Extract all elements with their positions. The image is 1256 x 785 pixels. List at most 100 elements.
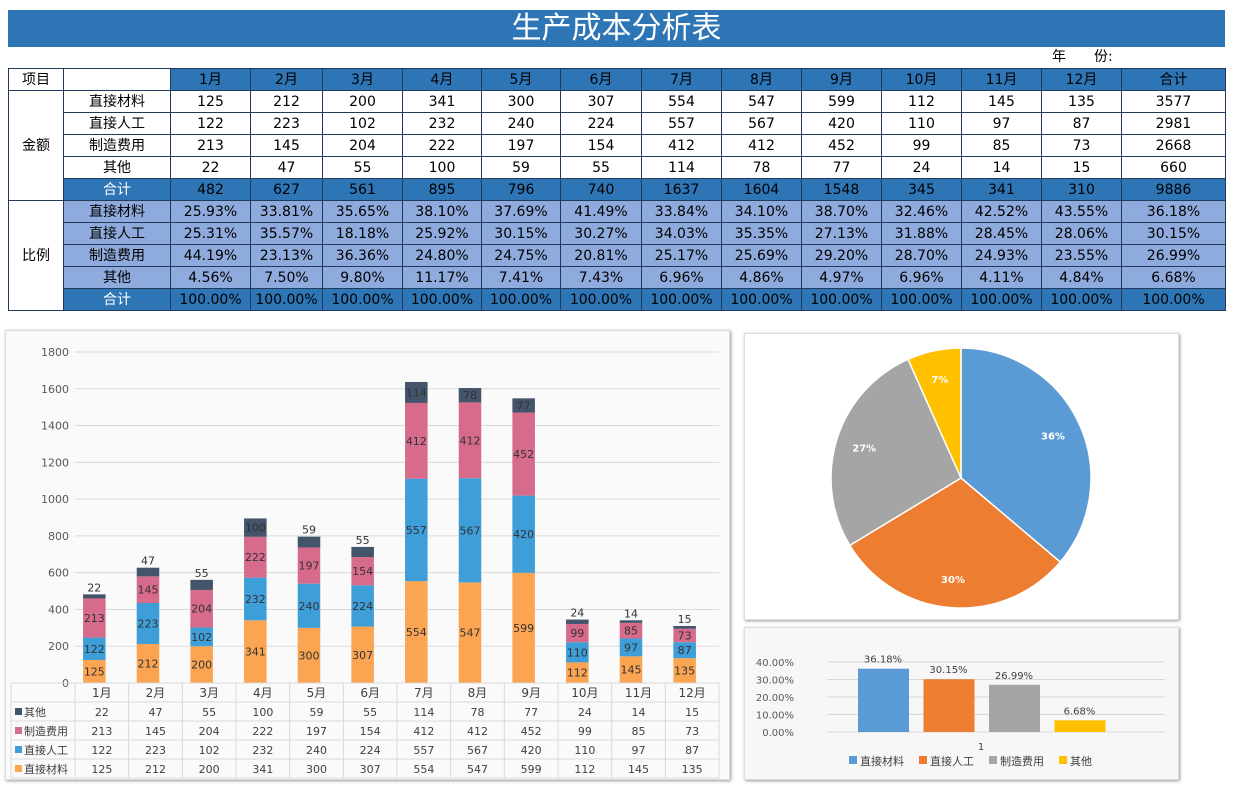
- table-value: 204: [199, 725, 220, 738]
- table-cell: 1637: [641, 178, 722, 201]
- x-tick-label: 6月: [360, 686, 380, 700]
- month-header: 3月: [322, 68, 403, 91]
- data-label: 85: [624, 625, 638, 638]
- table-cell: 547: [721, 90, 802, 113]
- table-value: 55: [202, 706, 216, 719]
- table-cell: 15: [1041, 156, 1122, 179]
- table-value: 102: [199, 744, 220, 757]
- bar-segment: [190, 579, 213, 590]
- bar-segment: [136, 603, 160, 645]
- table-cell: 28.45%: [961, 222, 1042, 245]
- y-tick-label: 40.00%: [756, 658, 794, 669]
- table-cell: 55: [322, 156, 403, 179]
- table-cell: 25.69%: [721, 244, 802, 267]
- row-label: 合计: [63, 288, 171, 311]
- table-cell: 232: [402, 112, 482, 135]
- data-label: 200: [191, 659, 212, 672]
- table-cell: 38.10%: [402, 200, 482, 223]
- table-value: 222: [252, 725, 273, 738]
- table-value: 547: [467, 763, 488, 776]
- table-cell: 212: [250, 90, 323, 113]
- bar-data-label: 26.99%: [995, 671, 1033, 682]
- row-total-cell: 6.68%: [1121, 266, 1226, 289]
- pie-data-label: 27%: [852, 444, 876, 455]
- table-value: 452: [521, 725, 542, 738]
- data-label: 223: [137, 618, 158, 631]
- bar-segment: [351, 546, 374, 558]
- bar-segment: [405, 478, 428, 582]
- ratio-bar-chart: 0.00% 10.00% 20.00% 30.00% 40.00% 36.18% 直接材料 3…: [756, 655, 1165, 768]
- table-cell: 85: [961, 134, 1042, 157]
- table-cell: 42.52%: [961, 200, 1042, 223]
- data-label: 14: [624, 607, 638, 620]
- table-row: 比例 直接材料 25.93% 33.81% 35.65% 38.10% 37.69% 41.4…: [8, 200, 1226, 311]
- bar-segment: [190, 589, 213, 628]
- table-cell: 23.13%: [250, 244, 323, 267]
- stacked-chart-panel[interactable]: 0 200 400 600 800 1000 1200 1400 1600 1800 125 122 2…: [5, 330, 730, 780]
- bar: [989, 684, 1040, 732]
- table-cell: 1604: [721, 178, 802, 201]
- table-cell: 43.55%: [1041, 200, 1122, 223]
- data-label: 102: [191, 631, 212, 644]
- legend-label: 制造费用: [24, 724, 68, 738]
- bar-segment: [566, 623, 589, 643]
- x-tick-label: 9月: [521, 686, 541, 700]
- y-tick-label: 1400: [41, 420, 69, 433]
- data-label: 599: [513, 622, 534, 635]
- data-label: 114: [406, 386, 427, 399]
- pie-chart-panel[interactable]: 36% 30% 27% 7%: [744, 333, 1179, 620]
- table-cell: 125: [170, 90, 251, 113]
- table-cell: 4.97%: [801, 266, 882, 289]
- table-cell: 11.17%: [402, 266, 482, 289]
- bar-segment: [351, 626, 374, 683]
- x-tick-label: 10月: [571, 686, 598, 700]
- data-label: 22: [87, 581, 101, 594]
- legend-label: 制造费用: [1000, 754, 1044, 768]
- table-value: 412: [413, 725, 434, 738]
- group-label: 比例: [8, 200, 64, 311]
- table-cell: 35.35%: [721, 222, 802, 245]
- table-cell: 307: [560, 90, 642, 113]
- table-cell: 102: [322, 112, 403, 135]
- table-cell: 145: [250, 134, 323, 157]
- table-value: 47: [149, 706, 163, 719]
- y-tick-label: 1000: [41, 493, 69, 506]
- legend-key: [1059, 756, 1067, 764]
- month-header: 9月: [801, 68, 882, 91]
- table-cell: 38.70%: [801, 200, 882, 223]
- row-label: 直接人工: [63, 222, 171, 245]
- table-value: 24: [578, 706, 592, 719]
- table-cell: 25.31%: [170, 222, 251, 245]
- bar-segment: [619, 620, 643, 623]
- row-label: 直接人工: [63, 112, 171, 135]
- row-label: 直接材料: [63, 200, 171, 223]
- y-tick-label: 0.00%: [762, 728, 794, 739]
- table-value: 145: [145, 725, 166, 738]
- x-tick-label: 1月: [92, 686, 112, 700]
- legend-key: [15, 765, 22, 772]
- bar-segment: [512, 495, 535, 573]
- sheet-title: 生产成本分析表: [8, 10, 1225, 47]
- bar-segment: [136, 576, 160, 604]
- x-tick-label: 3月: [199, 686, 219, 700]
- table-cell: 627: [250, 178, 323, 201]
- table-cell: 87: [1041, 112, 1122, 135]
- table-cell: 100.00%: [881, 288, 962, 311]
- data-label: 554: [406, 626, 427, 639]
- table-value: 135: [682, 763, 703, 776]
- table-value: 77: [524, 706, 538, 719]
- data-label: 110: [567, 646, 588, 659]
- table-cell: 27.13%: [801, 222, 882, 245]
- data-label: 232: [245, 593, 266, 606]
- table-row: 制造费用 44.19% 23.13% 36.36% 24.80% 24.75% 20.81%…: [9, 244, 1226, 267]
- bar-segment: [136, 644, 160, 683]
- stacked-chart: 0200400600800100012001400160018001251222…: [10, 346, 720, 779]
- data-label: 307: [352, 649, 373, 662]
- legend-key: [15, 708, 22, 715]
- x-tick-label: 8月: [468, 686, 488, 700]
- ratio-bar-panel[interactable]: 0.00% 10.00% 20.00% 30.00% 40.00% 36.18% 直接材料 3…: [744, 627, 1179, 780]
- row-total-cell: 100.00%: [1121, 288, 1226, 311]
- row-total-cell: 26.99%: [1121, 244, 1226, 267]
- row-label: 制造费用: [63, 244, 171, 267]
- table-cell: 35.65%: [322, 200, 403, 223]
